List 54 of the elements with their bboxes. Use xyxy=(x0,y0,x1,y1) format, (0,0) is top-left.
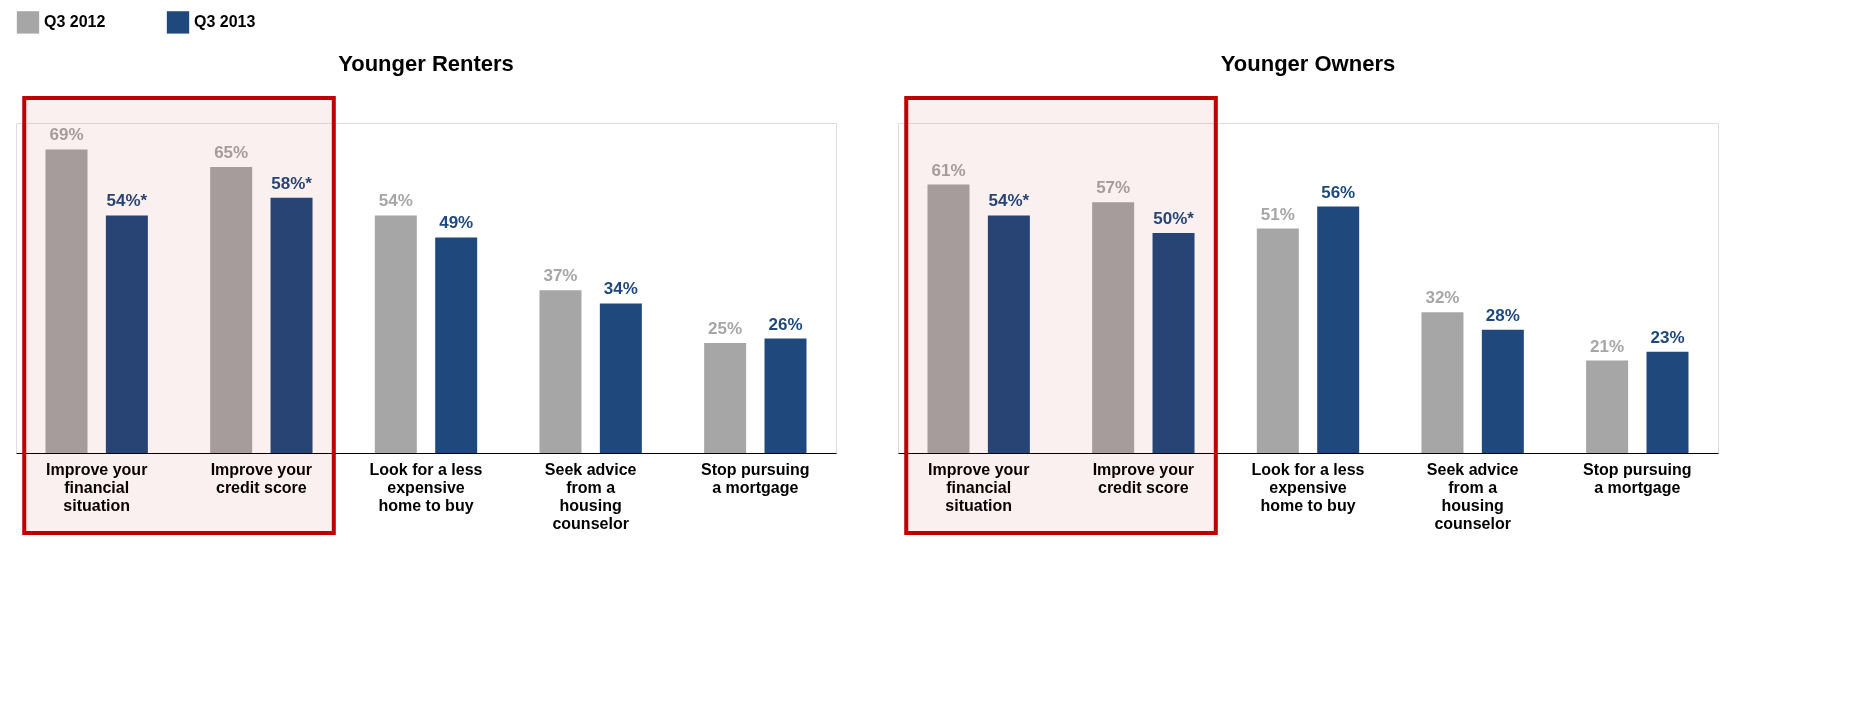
data-label: 32% xyxy=(1425,288,1460,308)
data-label: 58%* xyxy=(271,173,313,193)
bar xyxy=(1152,233,1195,453)
legend-label: Q3 2013 xyxy=(194,13,256,31)
bar xyxy=(1317,206,1360,453)
chart-title: Younger Renters xyxy=(338,51,514,76)
bar xyxy=(105,215,148,453)
data-label: 56% xyxy=(1321,182,1356,202)
x-tick-label: Look for a less expensive home to buy xyxy=(369,460,483,514)
chart-title: Younger Owners xyxy=(1220,51,1396,76)
bar xyxy=(599,303,642,453)
data-label: 65% xyxy=(214,143,249,162)
bar xyxy=(764,338,807,453)
x-tick-label: Improve your credit score xyxy=(210,460,313,496)
data-label: 28% xyxy=(1485,305,1520,325)
bar xyxy=(704,343,747,453)
legend-label: Q3 2012 xyxy=(44,13,106,31)
x-tick-label: Look for a less expensive home to buy xyxy=(1251,460,1365,514)
data-label: 37% xyxy=(543,266,578,286)
data-label: 50%* xyxy=(1153,209,1195,228)
bar xyxy=(1421,312,1464,453)
bar xyxy=(1092,202,1135,453)
bar xyxy=(45,149,88,453)
x-tick-label: Seek advice from a housing counselor xyxy=(544,460,637,532)
bar xyxy=(210,167,253,453)
bar xyxy=(374,215,417,453)
x-tick-label: Improve your financial situation xyxy=(46,460,148,514)
bar xyxy=(927,184,970,453)
x-tick-label: Stop pursuing a mortgage xyxy=(1583,460,1692,496)
bar xyxy=(270,197,313,453)
bar xyxy=(539,290,582,453)
data-label: 34% xyxy=(603,279,638,299)
bar xyxy=(1481,329,1524,453)
data-label: 25% xyxy=(708,319,743,338)
bar xyxy=(1256,228,1299,453)
data-label: 23% xyxy=(1650,327,1685,347)
data-label: 57% xyxy=(1096,178,1131,198)
data-label: 54% xyxy=(378,191,413,211)
bar xyxy=(435,237,478,453)
x-tick-label: Improve your credit score xyxy=(1092,460,1195,496)
data-label: 69% xyxy=(49,125,84,145)
data-label: 49% xyxy=(439,213,474,233)
data-label: 51% xyxy=(1260,204,1295,224)
data-label: 54%* xyxy=(988,191,1030,211)
bar xyxy=(987,215,1030,453)
x-tick-label: Seek advice from a housing counselor xyxy=(1426,460,1519,532)
bar xyxy=(1586,360,1629,453)
data-label: 54%* xyxy=(106,191,148,211)
x-tick-label: Stop pursuing a mortgage xyxy=(701,460,810,496)
data-label: 26% xyxy=(768,314,803,334)
x-tick-label: Improve your financial situation xyxy=(928,460,1030,514)
data-label: 21% xyxy=(1590,336,1625,356)
data-label: 61% xyxy=(931,160,966,180)
bar xyxy=(1646,351,1689,453)
